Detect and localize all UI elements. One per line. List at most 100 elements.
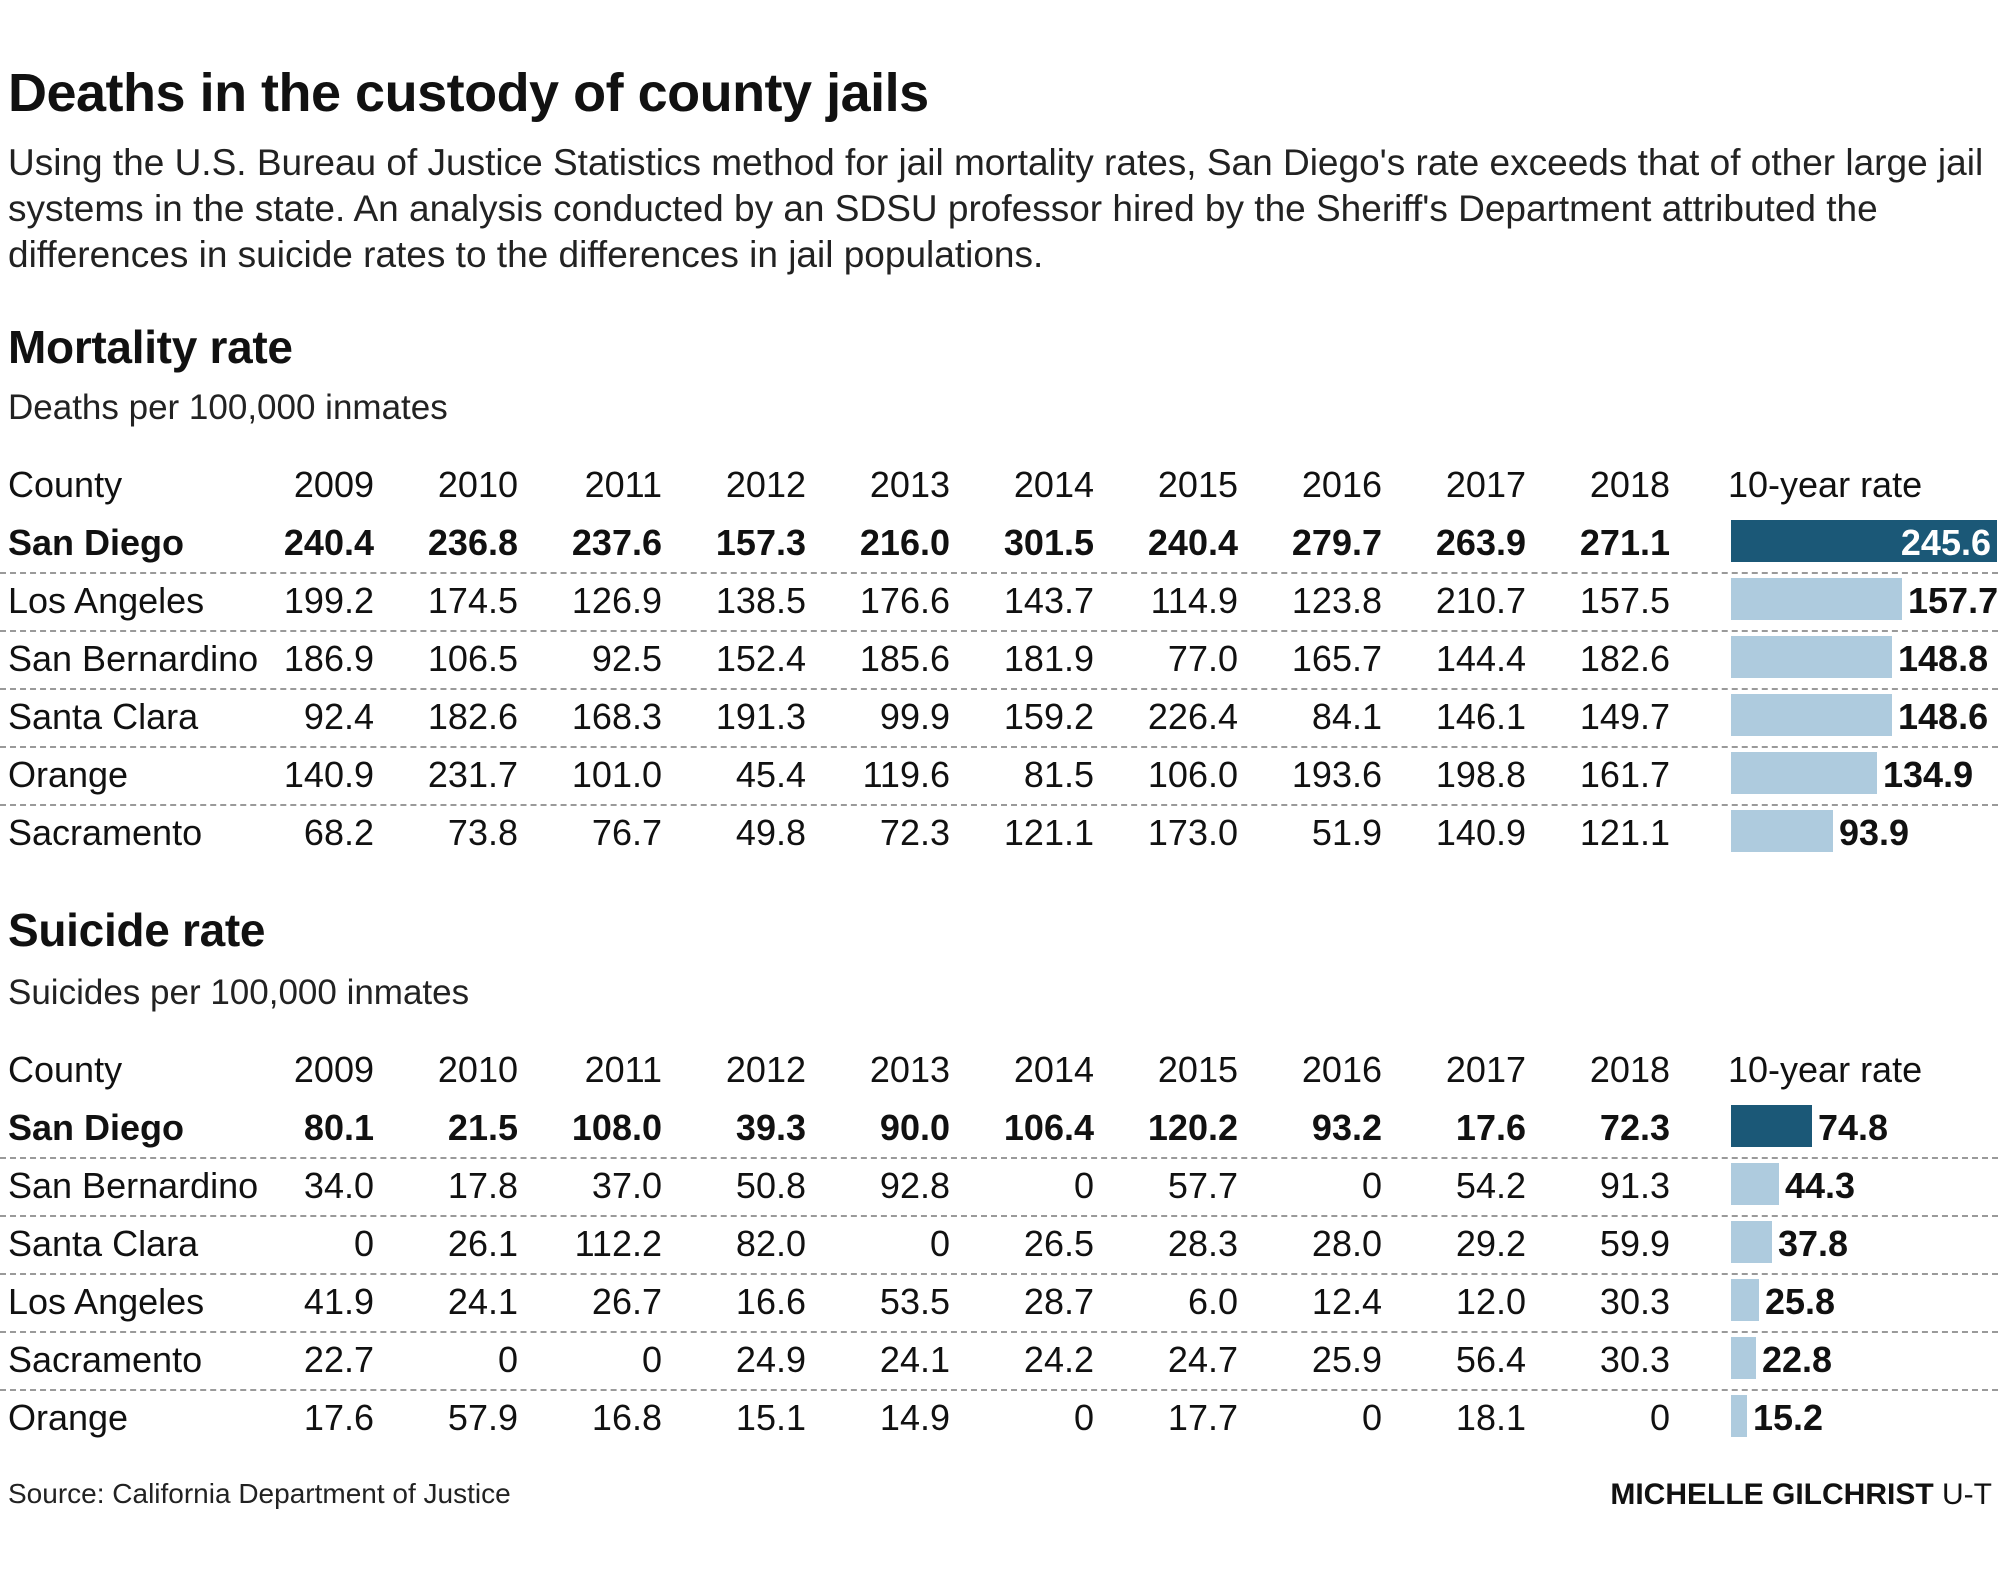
value-cell-2012: 15.1 <box>735 1397 806 1438</box>
source-note: Source: California Department of Justice <box>8 1478 511 1509</box>
credit-org: U-T <box>1942 1478 1992 1511</box>
value-cell-2018: 30.3 <box>1599 1281 1670 1322</box>
rate-header: 10-year rate <box>1728 1049 1923 1090</box>
value-cell-2013: 99.9 <box>879 696 950 737</box>
value-cell-2012: 82.0 <box>735 1223 806 1264</box>
value-cell-2016: 0 <box>1361 1165 1382 1206</box>
value-cell-2014: 24.2 <box>1023 1339 1094 1380</box>
value-cell-2010: 182.6 <box>427 696 518 737</box>
value-cell-2018: 161.7 <box>1579 754 1670 795</box>
value-cell-2009: 68.2 <box>303 812 374 853</box>
value-cell-2014: 181.9 <box>1003 638 1094 679</box>
year-header-2014: 2014 <box>1013 464 1094 505</box>
value-cell-2014: 81.5 <box>1023 754 1094 795</box>
county-name: Orange <box>8 1397 129 1438</box>
value-cell-2016: 51.9 <box>1311 812 1382 853</box>
value-cell-2016: 28.0 <box>1311 1223 1382 1264</box>
value-cell-2016: 165.7 <box>1291 638 1382 679</box>
year-header-2010: 2010 <box>437 1049 518 1090</box>
rate-bar <box>1731 694 1892 736</box>
value-cell-2009: 34.0 <box>303 1165 374 1206</box>
rate-label: 15.2 <box>1753 1397 1824 1438</box>
year-header-2009: 2009 <box>293 464 374 505</box>
value-cell-2010: 73.8 <box>447 812 518 853</box>
value-cell-2018: 149.7 <box>1579 696 1670 737</box>
value-cell-2015: 6.0 <box>1187 1281 1238 1322</box>
value-cell-2015: 120.2 <box>1147 1107 1238 1148</box>
value-cell-2014: 26.5 <box>1023 1223 1094 1264</box>
county-name: Los Angeles <box>8 1281 205 1322</box>
value-cell-2015: 106.0 <box>1147 754 1238 795</box>
rate-bar <box>1731 636 1892 678</box>
value-cell-2013: 185.6 <box>859 638 950 679</box>
table-row: San Diego 240.4 236.8 237.6 157.3 216.0 301.5 2… <box>0 514 1998 574</box>
suicide-header-row: County 2009 2010 2011 2012 2013 2014 2015 2016 20… <box>0 1041 1998 1099</box>
table-row: Orange 17.6 57.9 16.8 15.1 14.9 0 17.7 0 18.1 0 15.… <box>0 1389 1998 1447</box>
value-cell-2015: 24.7 <box>1167 1339 1238 1380</box>
value-cell-2016: 25.9 <box>1311 1339 1382 1380</box>
rate-bar <box>1731 810 1833 852</box>
value-cell-2009: 199.2 <box>283 580 374 621</box>
value-cell-2014: 0 <box>1073 1165 1094 1206</box>
county-header: County <box>8 1049 123 1090</box>
value-cell-2014: 106.4 <box>1003 1107 1094 1148</box>
county-name: Orange <box>8 754 129 795</box>
value-cell-2016: 12.4 <box>1311 1281 1382 1322</box>
value-cell-2017: 29.2 <box>1455 1223 1526 1264</box>
value-cell-2012: 157.3 <box>715 522 806 563</box>
value-cell-2011: 37.0 <box>591 1165 662 1206</box>
value-cell-2012: 24.9 <box>735 1339 806 1380</box>
value-cell-2017: 12.0 <box>1455 1281 1526 1322</box>
value-cell-2018: 72.3 <box>1599 1107 1670 1148</box>
value-cell-2013: 72.3 <box>879 812 950 853</box>
rate-header: 10-year rate <box>1728 464 1923 505</box>
value-cell-2014: 0 <box>1073 1397 1094 1438</box>
year-header-2016: 2016 <box>1301 1049 1382 1090</box>
year-header-2012: 2012 <box>725 464 806 505</box>
value-cell-2013: 0 <box>929 1223 950 1264</box>
value-cell-2017: 210.7 <box>1435 580 1526 621</box>
intro-text: Using the U.S. Bureau of Justice Statist… <box>8 142 1984 275</box>
mortality-title: Mortality rate <box>8 321 293 373</box>
value-cell-2010: 26.1 <box>447 1223 518 1264</box>
value-cell-2016: 93.2 <box>1311 1107 1382 1148</box>
value-cell-2017: 263.9 <box>1435 522 1526 563</box>
value-cell-2018: 59.9 <box>1599 1223 1670 1264</box>
rate-label: 134.9 <box>1883 754 1974 795</box>
value-cell-2013: 216.0 <box>859 522 950 563</box>
rate-label: 148.6 <box>1898 696 1989 737</box>
value-cell-2012: 152.4 <box>715 638 806 679</box>
rate-bar <box>1731 1221 1772 1263</box>
rate-bar <box>1731 520 1997 562</box>
rate-label: 245.6 <box>1900 522 1991 563</box>
year-header-2018: 2018 <box>1589 464 1670 505</box>
value-cell-2010: 231.7 <box>427 754 518 795</box>
table-row: San Bernardino 186.9 106.5 92.5 152.4 185.6 18… <box>0 630 1998 690</box>
value-cell-2014: 159.2 <box>1003 696 1094 737</box>
value-cell-2011: 237.6 <box>571 522 662 563</box>
table-row: Orange 140.9 231.7 101.0 45.4 119.6 81.5 106.0 1… <box>0 746 1998 806</box>
county-name: Santa Clara <box>8 696 199 737</box>
county-name: Los Angeles <box>8 580 205 621</box>
value-cell-2018: 0 <box>1649 1397 1670 1438</box>
year-header-2011: 2011 <box>584 1049 662 1090</box>
value-cell-2011: 92.5 <box>591 638 662 679</box>
value-cell-2015: 17.7 <box>1167 1397 1238 1438</box>
rate-bar <box>1731 1337 1756 1379</box>
rate-bar <box>1731 1163 1779 1205</box>
value-cell-2017: 146.1 <box>1435 696 1526 737</box>
value-cell-2010: 106.5 <box>427 638 518 679</box>
value-cell-2014: 121.1 <box>1003 812 1094 853</box>
table-row: Los Angeles 199.2 174.5 126.9 138.5 176.6 143.… <box>0 572 1998 632</box>
value-cell-2017: 144.4 <box>1435 638 1526 679</box>
value-cell-2015: 57.7 <box>1167 1165 1238 1206</box>
year-header-2011: 2011 <box>584 464 662 505</box>
value-cell-2016: 123.8 <box>1291 580 1382 621</box>
value-cell-2015: 114.9 <box>1150 580 1238 621</box>
value-cell-2017: 17.6 <box>1455 1107 1526 1148</box>
value-cell-2009: 0 <box>353 1223 374 1264</box>
suicide-title: Suicide rate <box>8 904 266 956</box>
value-cell-2012: 191.3 <box>715 696 806 737</box>
value-cell-2009: 80.1 <box>303 1107 374 1148</box>
table-row: Sacramento 22.7 0 0 24.9 24.1 24.2 24.7 25.9 56.4… <box>0 1331 1998 1391</box>
